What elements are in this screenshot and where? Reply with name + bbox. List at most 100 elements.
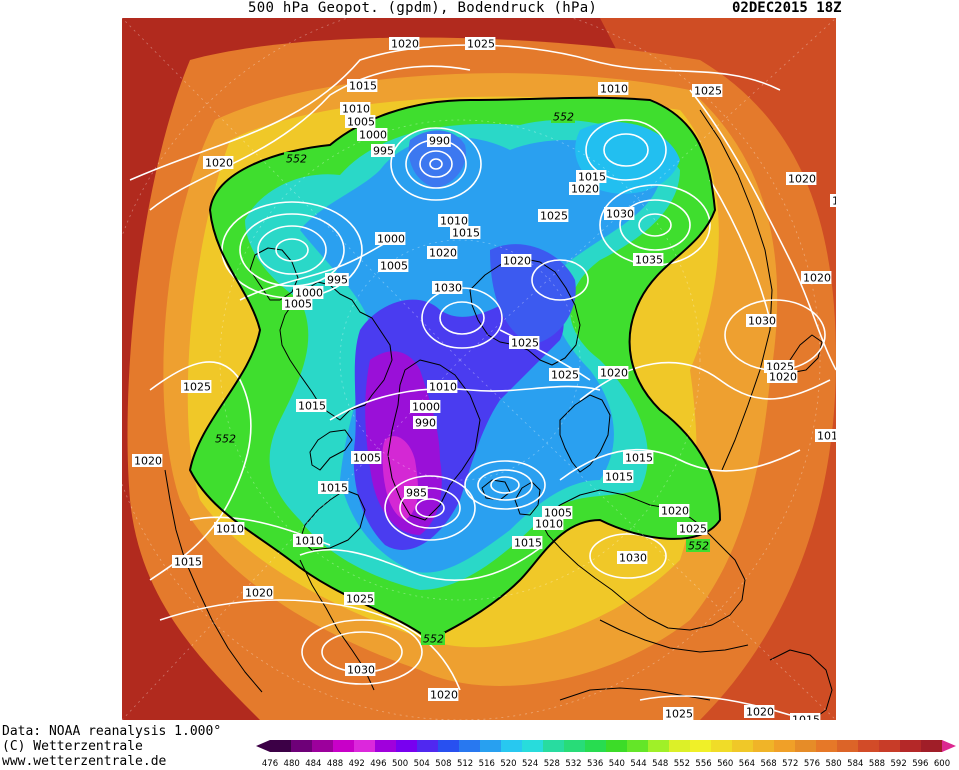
coastline-canada-east	[299, 489, 366, 551]
legend-tick-label: 480	[284, 759, 300, 769]
pressure-label: 1020	[132, 454, 163, 468]
pressure-label-text: 1020	[746, 706, 774, 719]
pressure-label: 1000	[375, 232, 406, 246]
legend-tick-label: 532	[565, 759, 581, 769]
pressure-label: 1015	[512, 536, 543, 550]
legend-tick-label: 476	[262, 759, 278, 769]
pressure-label-box	[325, 273, 349, 286]
legend-swatch	[375, 740, 397, 752]
pressure-label: 1015	[172, 555, 203, 569]
legend-swatch	[837, 740, 859, 752]
isobar-1030-east	[709, 179, 771, 321]
legend-swatch	[606, 740, 628, 752]
contour-label-text: 552	[423, 633, 444, 646]
pressure-label-box	[598, 366, 629, 379]
pressure-label-box	[744, 705, 775, 718]
pressure-label-text: 1010	[535, 518, 563, 531]
pressure-label: 1010	[533, 517, 564, 531]
pressure-label: 1025	[677, 522, 708, 536]
pressure-label-box	[293, 286, 324, 299]
pressure-label-box	[378, 259, 409, 272]
pressure-label-box	[767, 370, 798, 383]
pressure-label: 1020	[427, 246, 458, 260]
pressure-label-box	[659, 504, 690, 517]
isobar-high-atlantic	[301, 619, 423, 685]
legend-tick-label: 508	[435, 759, 451, 769]
pressure-label-box	[318, 481, 349, 494]
pressure-label-box	[428, 688, 459, 701]
pressure-label: 1005	[542, 506, 573, 520]
pressure-label-box	[790, 713, 821, 720]
pressure-label: 1025	[549, 368, 580, 382]
legend-swatch	[312, 740, 334, 752]
pressure-label: 1020	[786, 172, 817, 186]
pressure-label-text: 1015	[792, 714, 820, 721]
pressure-label: 1020	[428, 688, 459, 702]
coastline-us-west	[164, 469, 263, 693]
contour-label-text: 552	[215, 433, 236, 446]
legend-tick-label: 540	[609, 759, 625, 769]
legend-swatch	[669, 740, 691, 752]
pressure-label-box	[410, 400, 441, 413]
pressure-label-text: 1020	[429, 247, 457, 260]
pressure-label: 1030	[345, 663, 376, 677]
legend-swatch	[921, 740, 943, 752]
pressure-label: 1000	[357, 128, 388, 142]
pressure-label-box	[542, 506, 573, 519]
pressure-label-box	[181, 380, 212, 393]
legend-tick-label: 524	[522, 759, 538, 769]
pressure-label-text: 1005	[353, 452, 381, 465]
pressure-label: 1030	[617, 551, 648, 565]
map-panel: 1020 1025 1010 1025 1015 1010 1005 1000 995 990 10…	[122, 18, 836, 720]
pressure-label: 1015	[450, 226, 481, 240]
pressure-label: 1010	[598, 82, 629, 96]
pressure-label: 1005	[345, 115, 376, 129]
pressure-label-box	[677, 522, 708, 535]
legend-tick-label: 544	[630, 759, 646, 769]
pressure-label: 1	[830, 194, 836, 208]
pressure-label-text: 1020	[769, 371, 797, 384]
isobar-1025-arctic	[499, 329, 591, 381]
pressure-label-text: 1025	[551, 369, 579, 382]
pressure-label-box	[132, 454, 163, 467]
isobar-1015-west	[149, 65, 471, 211]
pressure-label: 1010	[214, 522, 245, 536]
contour-552	[188, 96, 722, 642]
pressure-label-box	[501, 254, 532, 267]
pressure-label-text: 1020	[205, 157, 233, 170]
isobar-low-labrador	[384, 475, 476, 541]
pressure-label-box	[375, 232, 406, 245]
pressure-label: 1020	[203, 156, 234, 170]
legend-tick-label: 556	[695, 759, 711, 769]
legend-swatch	[354, 740, 376, 752]
legend-swatch	[858, 740, 880, 752]
legend-tick-label: 592	[891, 759, 907, 769]
pressure-label-text: 990	[429, 135, 450, 148]
pressure-label-text: 1025	[679, 523, 707, 536]
pressure-label-box	[830, 194, 836, 207]
pressure-label-box	[569, 182, 600, 195]
contour-label-text: 552	[286, 153, 307, 166]
pressure-label-box	[465, 37, 496, 50]
pressure-label-text: 1005	[347, 116, 375, 129]
pressure-label-box	[746, 314, 777, 327]
pressure-label: 1010	[427, 380, 458, 394]
isobar-low-barents	[585, 119, 667, 181]
legend-swatch	[900, 740, 922, 752]
pressure-label-text: 995	[327, 274, 348, 287]
isobar-1025-east	[689, 89, 836, 371]
coastline-hudson	[309, 429, 353, 471]
pressure-label-box	[404, 486, 428, 499]
legend-tick-label: 512	[457, 759, 473, 769]
legend-swatch	[795, 740, 817, 752]
legend-swatch	[333, 740, 355, 752]
legend-tick-label: 564	[739, 759, 755, 769]
pressure-label-box	[413, 416, 437, 429]
pressure-label: 1000	[410, 400, 441, 414]
pressure-label-box	[427, 380, 458, 393]
isobar-low-labrador-3	[415, 498, 445, 518]
contour-label-bg	[421, 632, 445, 645]
contour-labels: 552 552 552 552 552	[213, 110, 710, 646]
isobar-high-siberia-2	[619, 199, 691, 251]
